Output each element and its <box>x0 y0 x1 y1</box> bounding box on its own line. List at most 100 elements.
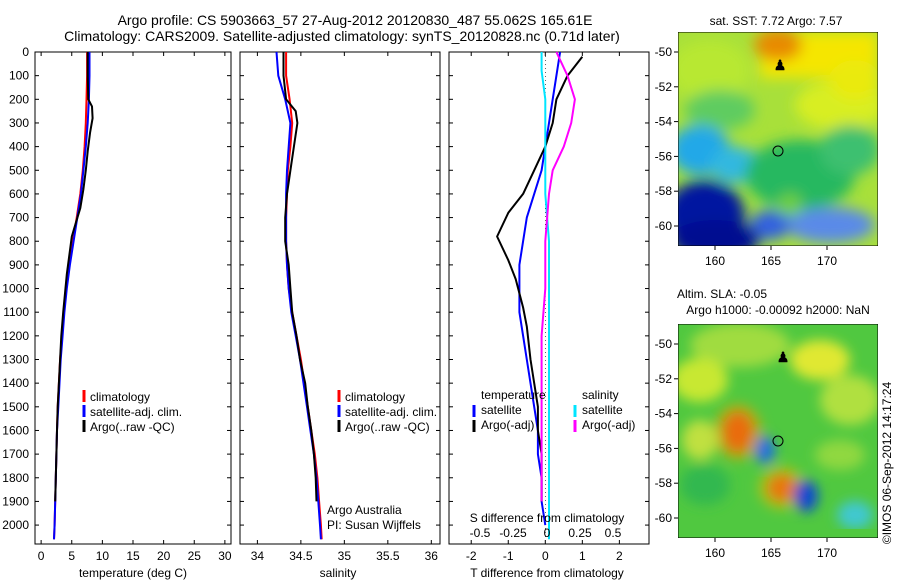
y-tick-label: 1700 <box>2 447 29 461</box>
legend-label-climatology: climatology <box>345 390 405 404</box>
legend-label-s-argo: Argo(-adj) <box>582 418 635 432</box>
series-line-satellite-adj-clim <box>53 52 91 540</box>
x-tick-label: 25 <box>188 549 202 563</box>
legend-label-satellite: satellite-adj. clim. <box>345 405 437 419</box>
y-tick-label: 200 <box>9 92 29 106</box>
x-tick-label: 0 <box>542 549 549 563</box>
sst-map <box>678 32 878 246</box>
sst-longitude-ticks: 160 165 170 <box>705 246 837 268</box>
legend-label-argo: Argo(..raw -QC) <box>345 420 430 434</box>
series-line-salinity-argo-adj <box>540 51 576 502</box>
y-tick-label: 1900 <box>2 494 29 508</box>
y-tick-label: 300 <box>9 116 29 130</box>
x-tick-label: 36 <box>425 549 439 563</box>
s-tick-label: 0.25 <box>568 526 592 540</box>
argo-position-marker <box>772 435 784 447</box>
lat-tick-label: -50 <box>655 45 673 59</box>
temperature-legend: climatology satellite-adj. clim. Argo(..… <box>82 390 182 434</box>
x-tick-label: 0 <box>38 549 45 563</box>
x-tick-label: 1 <box>579 549 586 563</box>
legend-title-salinity: salinity <box>582 388 619 402</box>
x-tick-label: -2 <box>466 549 477 563</box>
y-tick-label: 1100 <box>3 305 29 319</box>
temperature-axis-label: temperature (deg C) <box>79 566 187 580</box>
sla-map-title: Altim. SLA: -0.05 <box>677 287 767 301</box>
series-line-argo-raw-qc <box>54 52 94 502</box>
legend-label-satellite: satellite-adj. clim. <box>90 405 182 419</box>
y-tick-label: 500 <box>9 163 29 177</box>
series-line-temperature-argo-adj <box>496 56 584 502</box>
float-track-marker: ♟ <box>774 57 787 73</box>
t-difference-axis-label: T difference from climatology <box>470 566 624 580</box>
y-tick-label: 400 <box>9 140 29 154</box>
lat-tick-label: -56 <box>655 149 673 163</box>
pi-label: PI: Susan Wijffels <box>327 518 421 532</box>
s-tick-label: -0.25 <box>499 526 527 540</box>
legend-label-t-satellite: satellite <box>481 403 522 417</box>
y-tick-label: 100 <box>9 69 29 83</box>
x-tick-label: 34 <box>251 549 265 563</box>
lon-tick-label: 165 <box>761 546 781 560</box>
sst-latitude-ticks: -50 -52 -54 -56 -58 -60 <box>655 45 678 233</box>
profile-lines <box>53 51 584 540</box>
x-tick-label: 35.5 <box>376 549 400 563</box>
figure-title: Argo profile: CS 5903663_57 27-Aug-2012 … <box>118 12 593 28</box>
s-tick-label: 0.5 <box>605 526 622 540</box>
series-line-temperature-satellite <box>518 51 562 526</box>
y-tick-label: 900 <box>9 258 29 272</box>
y-tick-label: 1300 <box>2 353 29 367</box>
lon-tick-label: 170 <box>817 546 837 560</box>
lat-tick-label: -54 <box>655 115 673 129</box>
sla-longitude-ticks: 160 165 170 <box>705 538 837 560</box>
x-tick-label: 5 <box>68 549 75 563</box>
y-tick-label: 1200 <box>2 329 29 343</box>
y-tick-label: 1000 <box>2 282 29 296</box>
y-tick-label: 1600 <box>2 423 29 437</box>
s-tick-label: -0.5 <box>470 526 491 540</box>
sla-map-subtitle: Argo h1000: -0.00092 h2000: NaN <box>686 303 869 317</box>
y-tick-label: 1800 <box>2 471 29 485</box>
x-tick-label: 35 <box>338 549 352 563</box>
institution-label: Argo Australia <box>327 503 402 517</box>
x-tick-label: 15 <box>126 549 140 563</box>
legend-label-argo: Argo(..raw -QC) <box>90 420 175 434</box>
x-tick-label: 34.5 <box>289 549 313 563</box>
lat-tick-label: -50 <box>655 337 673 351</box>
lat-tick-label: -56 <box>655 441 673 455</box>
series-line-salinity-satellite <box>540 52 550 540</box>
lat-tick-label: -60 <box>655 511 673 525</box>
sst-map-title: sat. SST: 7.72 Argo: 7.57 <box>710 14 843 28</box>
difference-plot-frame <box>448 51 650 545</box>
series-line-argo-raw-qc <box>282 52 318 502</box>
lon-tick-label: 160 <box>705 254 725 268</box>
legend-label-s-satellite: satellite <box>582 403 623 417</box>
float-track-marker: ♟ <box>777 349 790 365</box>
salinity-legend: climatology satellite-adj. clim. Argo(..… <box>337 390 437 434</box>
x-tick-label: -1 <box>503 549 514 563</box>
lon-tick-label: 170 <box>817 254 837 268</box>
s-tick-label: 0 <box>544 526 551 540</box>
y-tick-label: 600 <box>9 187 29 201</box>
lat-tick-label: -52 <box>655 80 673 94</box>
y-tick-label: 700 <box>9 211 29 225</box>
y-tick-label: 2000 <box>2 518 29 532</box>
legend-title-temperature: temperature <box>481 388 546 402</box>
lat-tick-label: -52 <box>655 372 673 386</box>
sla-latitude-ticks: -50 -52 -54 -56 -58 -60 <box>655 337 678 525</box>
y-tick-label: 1400 <box>2 376 29 390</box>
y-tick-label: 800 <box>9 234 29 248</box>
lon-tick-label: 165 <box>761 254 781 268</box>
legend-label-t-argo: Argo(-adj) <box>481 418 534 432</box>
y-tick-label: 0 <box>22 45 29 59</box>
x-tick-label: 2 <box>616 549 623 563</box>
lat-tick-label: -58 <box>655 476 673 490</box>
salinity-plot-frame <box>239 51 441 545</box>
legend-label-climatology: climatology <box>90 390 150 404</box>
figure-subtitle: Climatology: CARS2009. Satellite-adjuste… <box>64 28 620 44</box>
lat-tick-label: -60 <box>655 219 673 233</box>
lat-tick-label: -54 <box>655 407 673 421</box>
s-difference-axis-label: S difference from climatology <box>470 511 625 525</box>
argo-position-marker <box>772 145 784 157</box>
axis-ticks: 0 5 10 15 20 25 300100200300400500600700800900… <box>2 45 649 563</box>
